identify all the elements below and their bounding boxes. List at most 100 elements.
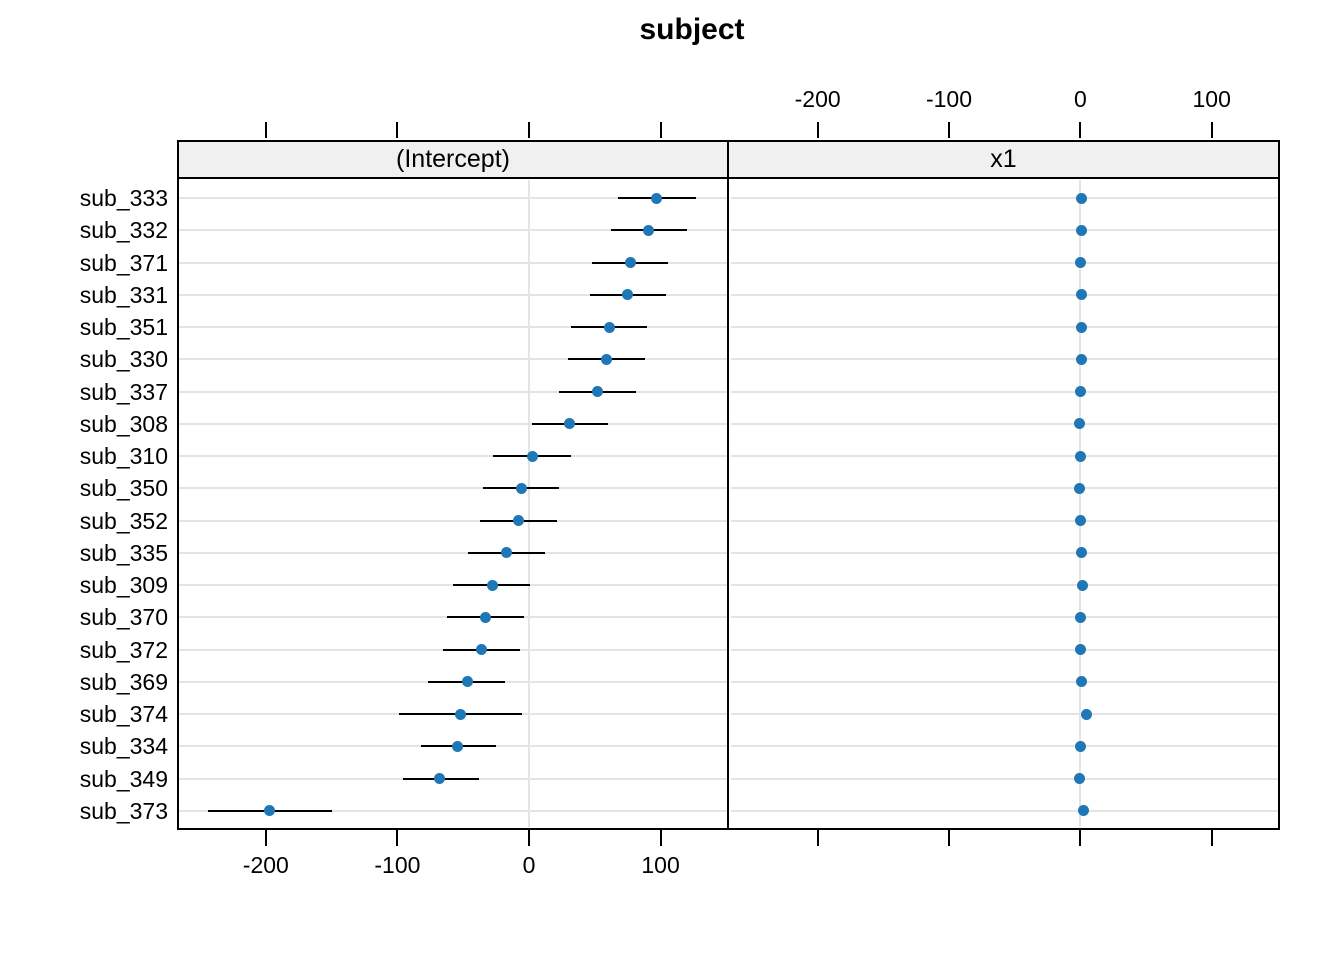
gridline	[731, 358, 1278, 361]
data-point	[501, 547, 513, 559]
x-axis-label-bottom: -100	[374, 852, 421, 878]
x-axis-label-top: -200	[794, 86, 841, 112]
x-axis-label-bottom: 100	[641, 852, 680, 878]
data-point	[486, 579, 498, 591]
data-point	[1074, 773, 1086, 784]
gridline	[731, 487, 1278, 490]
gridline	[179, 229, 727, 232]
x-axis-tick-bottom	[264, 830, 267, 846]
data-point	[1076, 353, 1088, 365]
data-point	[1074, 257, 1086, 268]
row-label-sub_309: sub_309	[79, 572, 168, 598]
data-point	[1073, 418, 1085, 430]
gridline	[179, 358, 727, 361]
gridline	[731, 229, 1278, 232]
row-label-sub_369: sub_369	[79, 668, 168, 695]
x-axis-tick-bottom	[1079, 830, 1082, 846]
panel-x1	[727, 177, 1280, 830]
row-label-sub_374: sub_374	[79, 701, 168, 727]
row-label-sub_334: sub_334	[79, 733, 168, 760]
data-point	[1075, 192, 1087, 204]
data-point	[603, 321, 615, 333]
gridline	[731, 455, 1278, 457]
data-point	[1074, 482, 1086, 494]
x-axis-tick-top	[816, 122, 819, 138]
row-label-sub_371: sub_371	[79, 249, 168, 276]
gridline	[731, 422, 1278, 425]
data-point	[527, 450, 539, 462]
zero-reference-line	[527, 180, 530, 827]
row-label-sub_337: sub_337	[79, 378, 168, 405]
row-label-sub_373: sub_373	[79, 797, 168, 824]
gridline	[731, 293, 1278, 296]
gridline	[179, 487, 727, 490]
gridline	[731, 326, 1278, 328]
gridline	[731, 519, 1278, 522]
x-axis-tick-top	[659, 122, 662, 138]
data-point	[1078, 805, 1090, 817]
gridline	[731, 551, 1278, 554]
gridline	[179, 809, 727, 812]
row-label-sub_310: sub_310	[79, 443, 168, 469]
x-axis-tick-top	[264, 122, 267, 138]
gridline	[731, 261, 1278, 264]
x-axis-label-bottom: 0	[522, 852, 536, 878]
data-point	[591, 386, 603, 397]
data-point	[476, 644, 488, 655]
gridline	[731, 584, 1278, 586]
data-point	[480, 611, 492, 623]
gridline	[731, 713, 1278, 715]
gridline	[731, 777, 1278, 780]
x-axis-tick-bottom	[527, 830, 530, 846]
gridline	[731, 648, 1278, 651]
row-label-sub_349: sub_349	[79, 765, 168, 792]
x-axis-tick-top	[396, 122, 399, 138]
data-point	[1074, 611, 1086, 623]
panel-strip-x1-label: x1	[990, 145, 1017, 173]
gridline	[179, 293, 727, 296]
data-point	[1074, 644, 1086, 655]
gridline	[179, 197, 727, 199]
data-point	[1074, 740, 1086, 752]
gridline	[179, 455, 727, 457]
row-label-sub_351: sub_351	[79, 314, 168, 340]
gridline	[731, 680, 1278, 683]
row-label-sub_370: sub_370	[79, 604, 168, 631]
row-label-sub_333: sub_333	[79, 185, 168, 211]
x-axis-label-top: 100	[1192, 86, 1231, 112]
gridline	[731, 745, 1278, 748]
x-axis-tick-top	[1079, 122, 1082, 138]
row-label-sub_308: sub_308	[79, 410, 168, 437]
gridline	[179, 519, 727, 522]
data-point	[1075, 224, 1087, 236]
data-point	[1075, 676, 1087, 688]
x-axis-tick-bottom	[1210, 830, 1213, 846]
chart-title: subject	[639, 13, 745, 46]
x-axis-tick-bottom	[948, 830, 950, 846]
gridline	[179, 261, 727, 264]
zero-reference-line	[1079, 180, 1082, 827]
data-point	[1076, 289, 1088, 301]
x-axis-tick-top	[948, 122, 950, 138]
row-label-sub_331: sub_331	[79, 281, 168, 308]
data-point	[624, 257, 636, 268]
gridline	[731, 197, 1278, 199]
data-point	[461, 676, 473, 688]
data-point	[515, 482, 527, 494]
panel-intercept	[177, 177, 729, 830]
row-label-sub_335: sub_335	[79, 539, 168, 566]
gridline	[179, 326, 727, 328]
data-point	[264, 805, 276, 817]
data-point	[643, 224, 655, 236]
data-point	[651, 192, 663, 204]
gridline	[179, 390, 727, 393]
row-label-sub_372: sub_372	[79, 636, 168, 663]
gridline	[731, 809, 1278, 812]
row-label-sub_350: sub_350	[79, 475, 168, 502]
x-axis-label-top: -100	[925, 86, 973, 112]
gridline	[731, 616, 1278, 619]
panel-strip-x1: x1	[727, 140, 1280, 179]
x-axis-label-bottom: -200	[242, 852, 289, 878]
x-axis-tick-bottom	[659, 830, 662, 846]
